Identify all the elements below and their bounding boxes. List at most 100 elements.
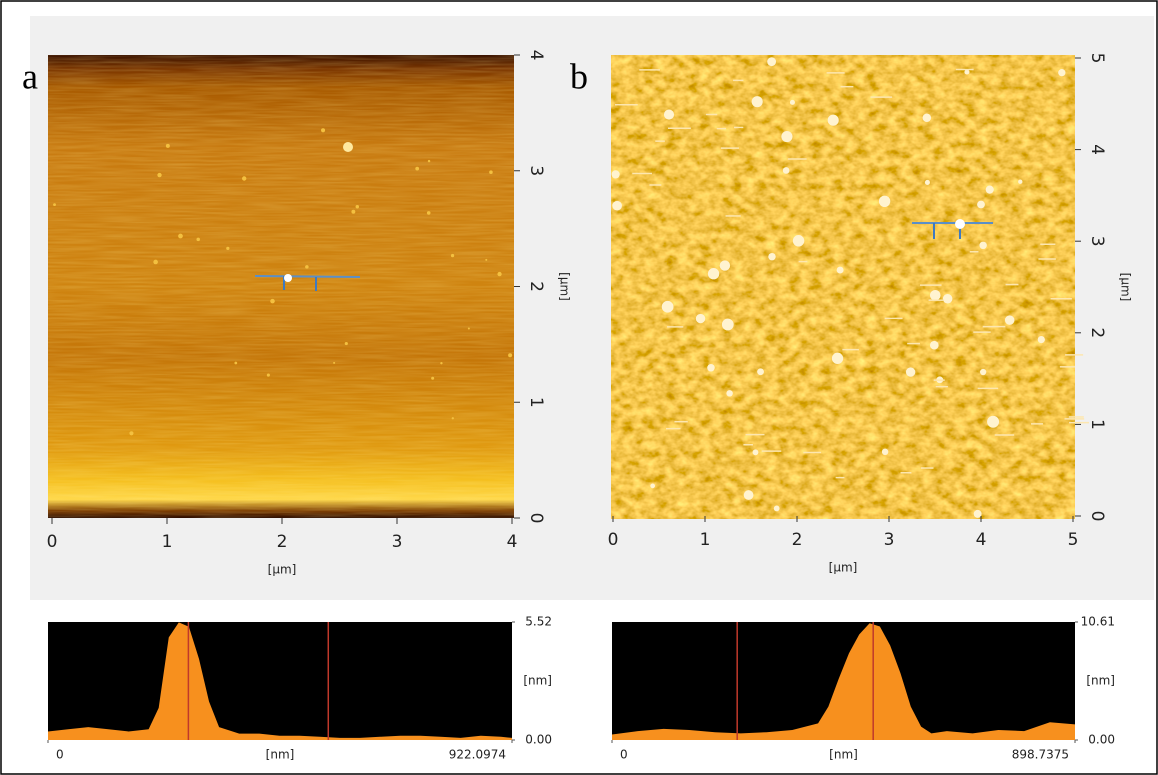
afm-particle bbox=[467, 327, 470, 330]
plot-background bbox=[48, 622, 512, 740]
y-tick-label: 2 bbox=[1087, 327, 1107, 338]
y-axis-label: [µm] bbox=[558, 272, 572, 301]
afm-particle bbox=[751, 96, 763, 108]
afm-particle bbox=[351, 209, 356, 214]
x-tick-label: 0 bbox=[620, 748, 628, 762]
afm-particle bbox=[426, 211, 431, 215]
x-tick-label: 0 bbox=[56, 748, 64, 762]
x-tick-label: 2 bbox=[277, 532, 288, 552]
afm-particle bbox=[942, 293, 953, 304]
afm-particle bbox=[792, 235, 805, 247]
afm-particle bbox=[508, 353, 513, 358]
afm-particle bbox=[415, 166, 420, 171]
x-tick-label: 0 bbox=[608, 530, 619, 550]
afm-particle bbox=[333, 361, 336, 364]
afm-particle bbox=[53, 203, 56, 207]
profile-line bbox=[254, 275, 361, 278]
x-tick-label: 1 bbox=[162, 532, 173, 552]
afm-particle bbox=[789, 99, 795, 105]
y-tick-label: 1 bbox=[526, 397, 546, 408]
afm-particle bbox=[964, 69, 970, 75]
x-tick-label: 3 bbox=[392, 532, 403, 552]
y-tick-label: 3 bbox=[1087, 236, 1107, 247]
afm-particle bbox=[929, 289, 941, 301]
y-tick-label: 2 bbox=[526, 281, 546, 292]
afm-image bbox=[611, 55, 1075, 519]
afm-particle bbox=[440, 362, 443, 365]
afm-particle bbox=[695, 313, 706, 324]
afm-particle bbox=[781, 130, 793, 143]
profile-area bbox=[612, 623, 1075, 740]
profile-marker bbox=[283, 276, 317, 291]
y-axis-label: [µm] bbox=[1119, 273, 1133, 302]
afm-particle bbox=[987, 415, 1000, 428]
afm-particle bbox=[427, 159, 431, 163]
afm-particle bbox=[973, 509, 982, 518]
afm-particle bbox=[721, 318, 734, 331]
y-tick-label: 3 bbox=[526, 165, 546, 176]
afm-particle bbox=[757, 368, 764, 376]
afm-particle bbox=[836, 266, 844, 274]
afm-particle bbox=[1018, 179, 1023, 184]
afm-particle bbox=[226, 246, 230, 250]
y-tick-label: 0 bbox=[1087, 511, 1107, 522]
x-tick-label: 5 bbox=[1068, 530, 1079, 550]
afm-particle bbox=[878, 195, 891, 208]
afm-particle bbox=[979, 241, 987, 250]
x-tick-label: 4 bbox=[976, 530, 987, 550]
profile-lines bbox=[254, 219, 993, 291]
afm-particle bbox=[924, 179, 930, 185]
afm-particle bbox=[611, 170, 620, 179]
x-tick-label: 2 bbox=[792, 530, 803, 550]
y-tick-label: 0.00 bbox=[525, 733, 552, 747]
afm-particle bbox=[719, 260, 731, 271]
x-axis-label: [nm] bbox=[266, 748, 295, 762]
y-tick-label: 5.52 bbox=[525, 615, 552, 629]
afm-texture bbox=[48, 55, 514, 518]
afm-particle bbox=[929, 340, 939, 350]
afm-particle bbox=[344, 341, 348, 346]
afm-particle bbox=[165, 143, 170, 148]
y-tick-label: 4 bbox=[526, 50, 546, 61]
y-tick-label: 4 bbox=[1087, 144, 1107, 155]
x-tick-label: 0 bbox=[47, 532, 58, 552]
afm-particle bbox=[980, 368, 987, 376]
y-axis-label: [nm] bbox=[523, 674, 552, 688]
afm-particle bbox=[270, 298, 275, 304]
x-axis-label: [nm] bbox=[829, 748, 858, 762]
afm-particle bbox=[497, 271, 502, 277]
x-tick-label: 922.0974 bbox=[449, 748, 506, 762]
afm-particle bbox=[451, 417, 454, 420]
x-tick-label: 3 bbox=[884, 530, 895, 550]
afm-particle bbox=[450, 253, 455, 258]
y-tick-label: 0.00 bbox=[1088, 733, 1115, 747]
afm-particle bbox=[157, 172, 162, 178]
y-tick-label: 0 bbox=[526, 513, 546, 524]
afm-particle bbox=[489, 170, 493, 174]
afm-particle bbox=[977, 200, 985, 209]
afm-particle bbox=[305, 265, 309, 269]
afm-particle bbox=[827, 114, 839, 126]
afm-particle bbox=[905, 367, 916, 377]
afm-particle bbox=[178, 233, 183, 239]
afm-particle bbox=[782, 167, 790, 174]
panel-label: b bbox=[570, 56, 588, 96]
x-tick-label: 1 bbox=[700, 530, 711, 550]
panel-label: a bbox=[22, 56, 38, 96]
afm-particle bbox=[1058, 69, 1066, 77]
afm-particle bbox=[1037, 335, 1045, 344]
afm-particle bbox=[773, 505, 780, 512]
afm-particle bbox=[661, 300, 674, 313]
y-tick-label: 10.61 bbox=[1081, 615, 1115, 629]
afm-particle bbox=[752, 449, 759, 456]
afm-particle bbox=[985, 185, 994, 194]
afm-particle bbox=[431, 376, 435, 380]
afm-particle bbox=[922, 113, 932, 122]
afm-particle bbox=[663, 109, 675, 120]
afm-particle bbox=[153, 259, 158, 265]
x-axis-label: [µm] bbox=[829, 561, 858, 575]
profile-point bbox=[955, 219, 965, 229]
afm-particle bbox=[1004, 315, 1015, 325]
afm-particle bbox=[355, 205, 360, 209]
